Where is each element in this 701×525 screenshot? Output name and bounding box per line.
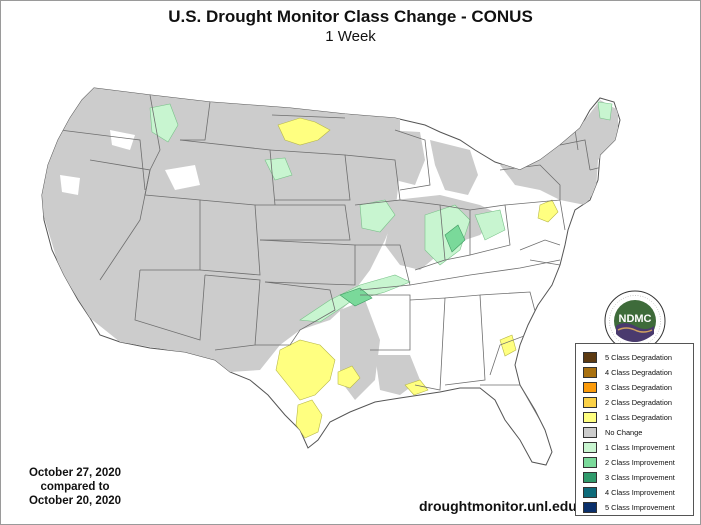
- legend-label: 2 Class Degradation: [605, 397, 672, 407]
- legend-swatch: [583, 426, 597, 438]
- legend-label: 4 Class Degradation: [605, 367, 672, 377]
- legend-swatch: [583, 411, 597, 423]
- legend-item: 4 Class Improvement: [583, 485, 675, 499]
- legend-item: 2 Class Improvement: [583, 455, 675, 469]
- legend-item: 3 Class Improvement: [583, 470, 675, 484]
- map-title: U.S. Drought Monitor Class Change - CONU…: [168, 7, 533, 26]
- legend-item: 4 Class Degradation: [583, 365, 672, 379]
- legend-label: 2 Class Improvement: [605, 457, 675, 467]
- legend-item: 2 Class Degradation: [583, 395, 672, 409]
- degradation-1-louisiana: [404, 379, 429, 396]
- degradation-1-texas-hill: [337, 365, 361, 389]
- improvement-1-ohio: [474, 209, 506, 241]
- no-change-wisconsin: [385, 130, 425, 185]
- legend-swatch: [583, 501, 597, 513]
- degradation-1-texas-central: [275, 339, 336, 401]
- no-change-northeast: [500, 100, 618, 205]
- degradation-1-north-dakota: [277, 117, 331, 146]
- ndmc-logo-text: NDMC: [619, 313, 652, 325]
- legend-item: 1 Class Improvement: [583, 440, 675, 454]
- map-subtitle: 1 Week: [325, 28, 376, 45]
- legend-swatch: [583, 441, 597, 453]
- ndmc-logo: NDMC: [604, 290, 666, 352]
- legend: 5 Class Degradation 4 Class Degradation 3 …: [575, 343, 694, 516]
- legend-swatch: [583, 486, 597, 498]
- legend-label: 1 Class Improvement: [605, 442, 675, 452]
- improvement-1-wyoming: [264, 157, 293, 181]
- improvement-2-ozarks: [339, 287, 373, 307]
- no-change-michigan: [430, 140, 478, 195]
- legend-label: 1 Class Degradation: [605, 412, 672, 422]
- improvement-1-iowa: [359, 199, 396, 233]
- legend-swatch: [583, 471, 597, 483]
- current-date: October 27, 2020: [28, 467, 122, 479]
- legend-item: 5 Class Degradation: [583, 350, 672, 364]
- improvement-1-maine: [597, 101, 613, 121]
- legend-item: No Change: [583, 425, 642, 439]
- unchanged-white-patch: [110, 130, 135, 150]
- no-change-west: [42, 88, 362, 372]
- degradation-1-texas-south: [295, 399, 323, 439]
- legend-swatch: [583, 456, 597, 468]
- unchanged-white-patch: [60, 175, 80, 195]
- legend-label: 3 Class Improvement: [605, 472, 675, 482]
- legend-swatch: [583, 381, 597, 393]
- unchanged-white-patch: [165, 165, 200, 190]
- legend-label: 3 Class Degradation: [605, 382, 672, 392]
- improvement-2-indiana: [444, 224, 466, 253]
- legend-swatch: [583, 396, 597, 408]
- compared-to-label: compared to: [40, 481, 110, 493]
- legend-item: 1 Class Degradation: [583, 410, 672, 424]
- previous-date: October 20, 2020: [28, 495, 122, 507]
- state-borders: [59, 94, 611, 421]
- source-url: droughtmonitor.unl.edu: [419, 498, 577, 514]
- legend-item: 3 Class Degradation: [583, 380, 672, 394]
- legend-item: 5 Class Improvement: [583, 500, 675, 514]
- legend-label: 5 Class Improvement: [605, 502, 675, 512]
- legend-label: 4 Class Improvement: [605, 487, 675, 497]
- comparison-dates: October 27, 2020 compared to October 20,…: [0, 466, 150, 508]
- legend-label: No Change: [605, 427, 643, 437]
- legend-label: 5 Class Degradation: [605, 352, 672, 362]
- legend-swatch: [583, 366, 597, 378]
- legend-swatch: [583, 351, 597, 363]
